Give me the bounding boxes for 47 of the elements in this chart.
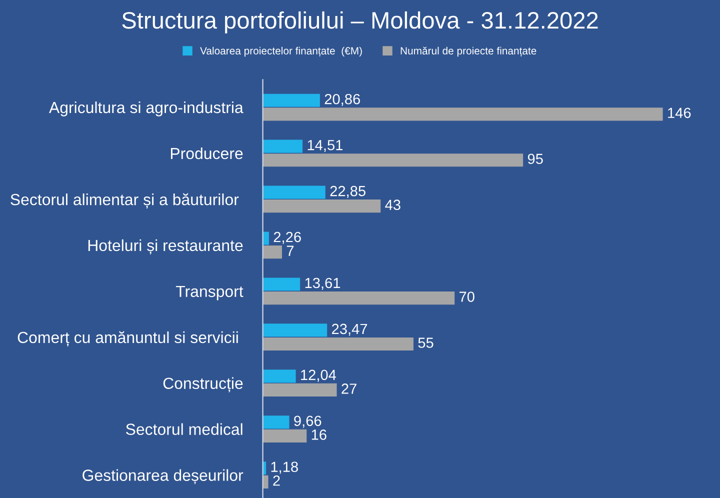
bar [262, 140, 303, 153]
data-label: 20,86 [324, 94, 360, 106]
legend-label: Valoarea proiectelor finanțate (€M) [200, 46, 362, 57]
data-label: 9,66 [294, 416, 322, 428]
y-tick-label: Agricultura si agro-industria [48, 101, 244, 116]
data-label: 95 [528, 154, 543, 164]
bar [262, 416, 290, 429]
y-tick-label: Sectorul alimentar și a băuturilor [10, 193, 239, 208]
bar [262, 154, 524, 167]
data-label: 13,61 [305, 278, 340, 290]
data-label: 12,04 [301, 370, 336, 382]
y-tick-label: Producere [170, 147, 243, 160]
bar [262, 108, 663, 121]
bar [262, 186, 326, 199]
chart-title: Structura portofoliului – Moldova - 31.12.2022 [122, 11, 598, 34]
data-label: 27 [342, 384, 356, 394]
bar [262, 278, 300, 291]
y-tick-label: Gestionarea deșeurilor [82, 469, 244, 484]
bar [262, 200, 381, 213]
data-label: 146 [668, 108, 691, 118]
bar [262, 337, 414, 351]
data-label: 70 [459, 292, 474, 302]
data-label: 22,85 [330, 186, 366, 198]
data-label: 55 [418, 338, 434, 348]
bar [262, 383, 337, 397]
bar [262, 324, 328, 337]
data-label: 16 [312, 430, 326, 440]
data-label: 1,18 [271, 462, 298, 474]
y-tick-label: Construcție [163, 377, 243, 392]
bar [262, 370, 296, 383]
data-label: 2 [273, 476, 280, 486]
y-tick-label: Sectorul medical [126, 423, 242, 435]
bar [262, 475, 268, 488]
bar [262, 291, 455, 305]
data-label: 2,26 [274, 232, 301, 244]
bar [262, 94, 320, 107]
bar [262, 246, 282, 259]
data-label: 14,51 [308, 140, 342, 152]
legend-label: Numărul de proiecte finanțate [400, 46, 536, 57]
y-tick-label: Hoteluri și restaurante [88, 239, 243, 254]
data-label: 23,47 [332, 324, 368, 336]
y-tick-label: Transport [176, 286, 244, 300]
y-tick-label: Comerț cu amănuntul si servicii [18, 331, 238, 346]
bar [262, 232, 269, 245]
bar [262, 429, 307, 442]
data-label: 43 [385, 200, 400, 210]
data-label: 7 [286, 246, 294, 256]
